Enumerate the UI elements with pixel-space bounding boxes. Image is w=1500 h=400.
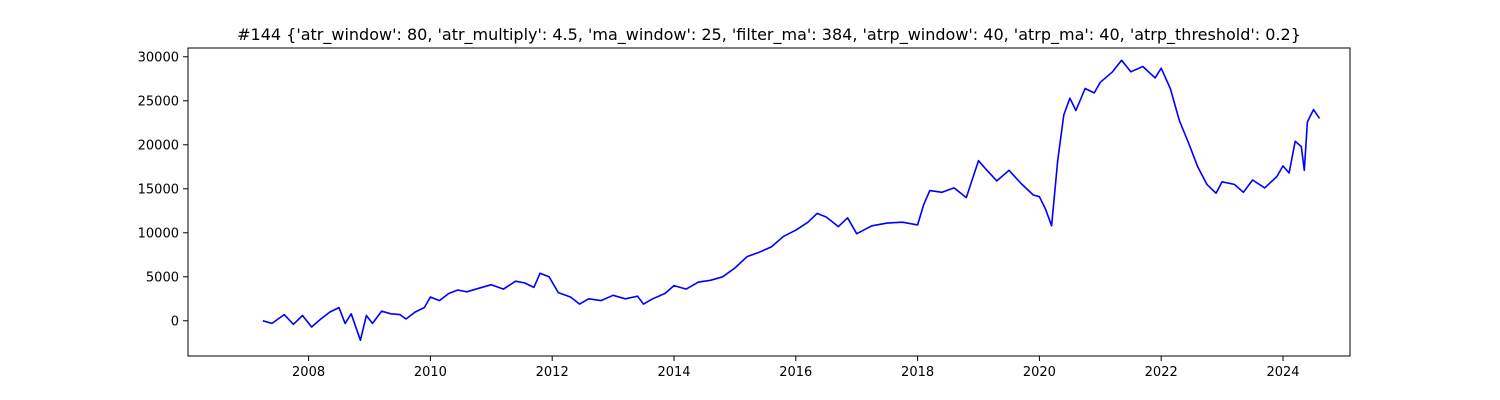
y-tick-label: 0 (171, 314, 179, 329)
series-layer (262, 59, 1321, 341)
chart-title: #144 {'atr_window': 80, 'atr_multiply': … (237, 25, 1301, 45)
y-tick-label: 15000 (138, 182, 179, 197)
x-tick-label: 2012 (536, 365, 569, 380)
x-tick-label: 2014 (657, 365, 690, 380)
x-tick-label: 2020 (1023, 365, 1056, 380)
y-tick-label: 20000 (138, 138, 179, 153)
y-tick-label: 10000 (138, 226, 179, 241)
x-tick-label: 2018 (901, 365, 934, 380)
plot-frame (187, 47, 1351, 357)
x-tick-label: 2010 (414, 365, 447, 380)
y-axis: 0 5000 10000 15000 20000 25000 30000 (138, 50, 188, 329)
x-tick-label: 2022 (1145, 365, 1178, 380)
y-tick-label: 25000 (138, 94, 179, 109)
x-axis: 2008 2010 2012 2014 2016 2018 2020 2022 2024 (292, 356, 1300, 380)
y-tick-label: 30000 (138, 50, 179, 65)
x-tick-label: 2016 (779, 365, 812, 380)
series-line-equity (262, 59, 1321, 341)
x-tick-label: 2024 (1266, 365, 1299, 380)
x-tick-label: 2008 (292, 365, 325, 380)
y-tick-label: 5000 (146, 270, 179, 285)
